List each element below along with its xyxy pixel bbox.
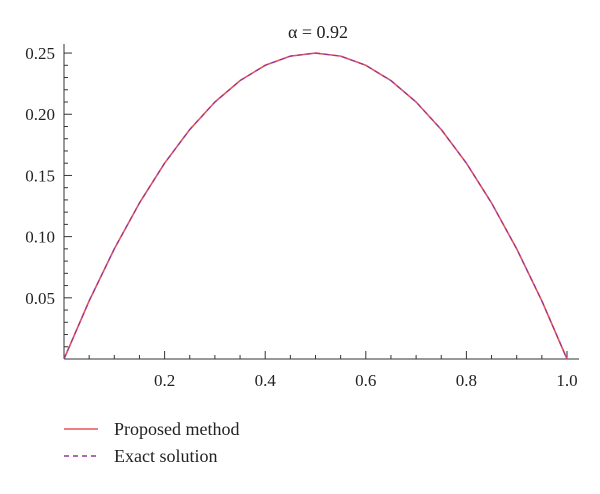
y-tick-label: 0.25 bbox=[25, 44, 55, 63]
legend-label: Proposed method bbox=[114, 419, 240, 439]
y-tick-label: 0.15 bbox=[25, 166, 55, 185]
y-tick-label: 0.10 bbox=[25, 228, 55, 247]
y-tick-label: 0.20 bbox=[25, 105, 55, 124]
series-line-proposed-method bbox=[63, 52, 568, 360]
x-tick-label: 0.8 bbox=[456, 371, 477, 390]
legend-label: Exact solution bbox=[114, 446, 217, 466]
axes: 0.2 0.4 0.6 0.8 1.0 0.05 0.10 0.15 0.20 0.25 bbox=[25, 44, 579, 390]
legend: Proposed method Exact solution bbox=[64, 419, 240, 466]
x-tick-label: 0.4 bbox=[255, 371, 277, 390]
x-tick-label: 1.0 bbox=[556, 371, 577, 390]
series-line-exact-solution bbox=[63, 52, 568, 360]
x-tick-label: 0.2 bbox=[154, 371, 175, 390]
x-tick-label: 0.6 bbox=[355, 371, 376, 390]
y-tick-label: 0.05 bbox=[25, 289, 55, 308]
chart-title: α = 0.92 bbox=[288, 22, 348, 42]
series-layer bbox=[63, 52, 568, 360]
